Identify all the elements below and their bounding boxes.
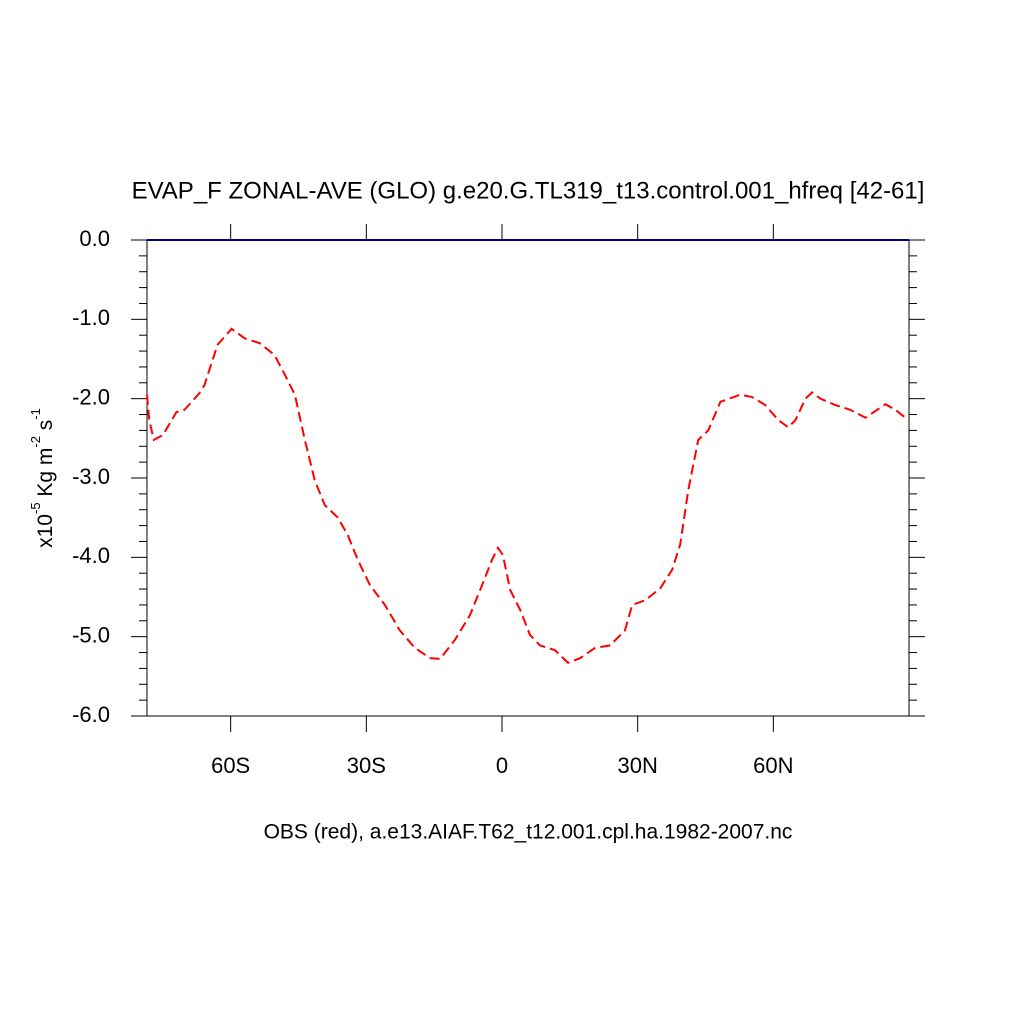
- y-tick-label: -6.0: [72, 702, 110, 727]
- y-tick-label: -2.0: [72, 384, 110, 409]
- y-label-sup: -5: [28, 502, 43, 514]
- y-label-part: Kg m: [34, 448, 57, 503]
- y-label-sup: -2: [28, 436, 43, 448]
- subtitle: OBS (red), a.e13.AIAF.T62_t12.001.cpl.ha…: [264, 821, 793, 844]
- plot-frame: [146, 239, 910, 717]
- x-tick-label: 0: [496, 753, 508, 778]
- y-tick-label: 0.0: [79, 226, 110, 251]
- x-tick-label: 60S: [211, 753, 250, 778]
- chart-title: EVAP_F ZONAL-AVE (GLO) g.e20.G.TL319_t13…: [132, 177, 925, 204]
- y-label-part: x10: [34, 514, 57, 548]
- x-tick-label: 30S: [347, 753, 386, 778]
- y-label-sup: -1: [28, 408, 43, 420]
- y-label-part: s: [34, 420, 57, 436]
- x-tick-label: 30N: [617, 753, 657, 778]
- y-axis-label: x10-5 Kg m-2 s-1: [28, 408, 56, 548]
- x-tick-label: 60N: [753, 753, 793, 778]
- y-tick-label: -3.0: [72, 464, 110, 489]
- data-line: [146, 327, 907, 665]
- y-tick-label: -4.0: [72, 543, 110, 568]
- y-tick-label: -1.0: [72, 305, 110, 330]
- y-tick-label: -5.0: [72, 622, 110, 647]
